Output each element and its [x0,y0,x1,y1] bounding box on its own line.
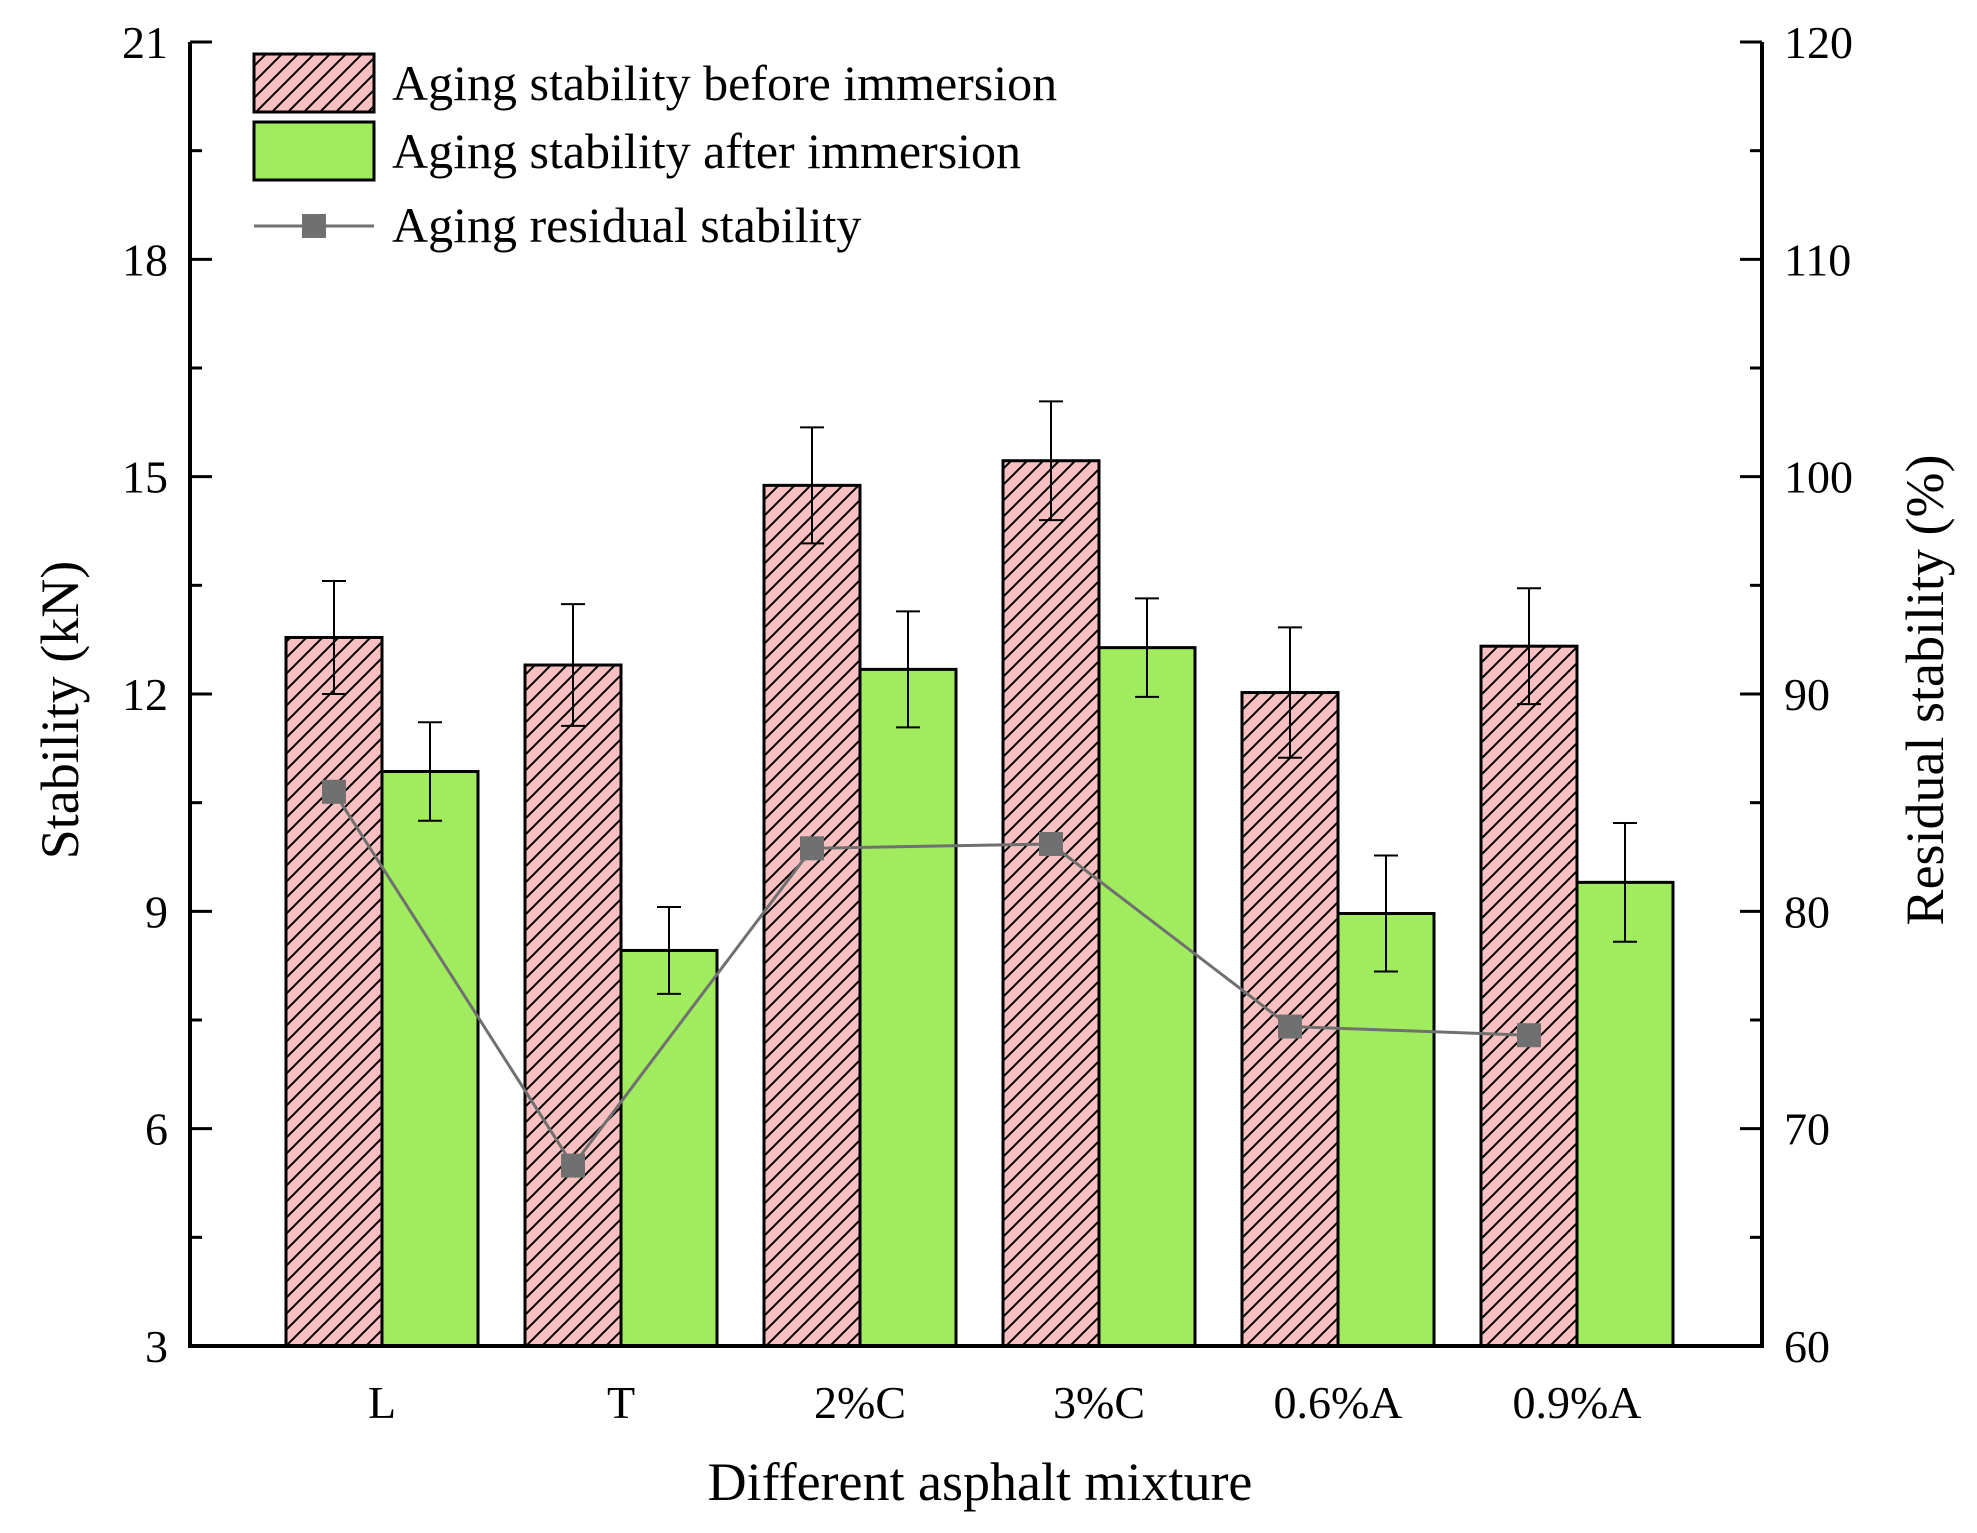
y2-tick-label-5: 110 [1784,234,1851,285]
x-tick-label-4: 0.6%A [1273,1377,1402,1428]
y-tick-label-5: 18 [122,234,168,285]
x-tick-label-0: L [368,1377,396,1428]
x-tick-label-2: 2%C [814,1377,906,1428]
legend-label-before: Aging stability before immersion [392,55,1057,111]
y2-tick-label-4: 100 [1784,452,1853,503]
y-tick-label-1: 6 [145,1104,168,1155]
marker-residual-3 [1039,831,1063,856]
legend-label-residual: Aging residual stability [392,197,861,253]
y-tick-label-6: 21 [122,17,168,68]
y2-axis-title: Residual stability (%) [1895,455,1955,926]
legend-swatch-before [252,52,376,114]
bar-after-2 [858,667,958,1348]
y2-tick-label-6: 120 [1784,17,1853,68]
marker-residual-1 [561,1153,585,1178]
legend: Aging stability before immersion Aging s… [252,52,1057,253]
bar-before-2 [762,483,862,1348]
y2-tick-label-3: 90 [1784,669,1830,720]
bar-after-0 [380,770,480,1348]
y-tick-label-0: 3 [145,1321,168,1372]
y2-tick-label-2: 80 [1784,886,1830,937]
x-tick-label-5: 0.9%A [1512,1377,1641,1428]
y-axis-title: Stability (kN) [30,561,90,859]
y-tick-label-3: 12 [122,669,168,720]
legend-marker-residual [302,214,326,238]
y2-tick-label-0: 60 [1784,1321,1830,1372]
marker-residual-5 [1517,1023,1541,1048]
marker-residual-2 [800,836,824,861]
bar-before-5 [1479,644,1579,1348]
bar-after-4 [1336,912,1436,1348]
legend-label-after: Aging stability after immersion [392,123,1021,179]
y-tick-label-4: 15 [122,452,168,503]
y2-tick-label-1: 70 [1784,1104,1830,1155]
series-line-residual [332,790,1530,1169]
bar-after-5 [1575,880,1675,1348]
x-tick-label-3: 3%C [1053,1377,1145,1428]
bar-after-1 [619,948,719,1348]
bar-before-3 [1001,459,1101,1348]
bar-before-0 [284,635,384,1348]
x-tick-label-1: T [607,1377,635,1428]
x-axis-title: Different asphalt mixture [708,1452,1253,1512]
bar-after-3 [1097,646,1197,1348]
marker-residual-0 [322,779,346,804]
bar-before-1 [523,663,623,1348]
y-tick-label-2: 9 [145,886,168,937]
legend-swatch-after [252,120,376,182]
marker-residual-4 [1278,1014,1302,1039]
